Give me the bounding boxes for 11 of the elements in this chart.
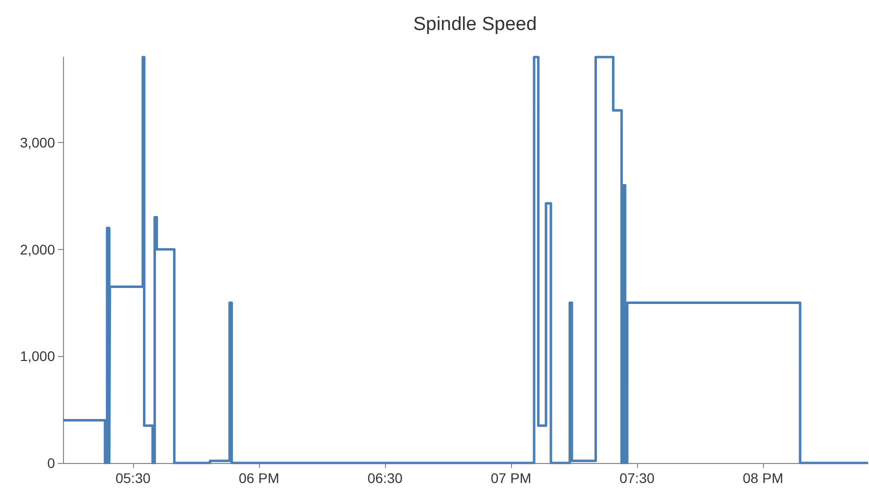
y-tick-label: 3,000: [20, 134, 56, 150]
x-tick-label: 06:30: [367, 470, 403, 486]
y-tick-label: 1,000: [20, 348, 56, 364]
x-tick-label: 05:30: [115, 470, 151, 486]
chart-title: Spindle Speed: [413, 14, 537, 35]
y-tick-label: 2,000: [20, 241, 56, 258]
x-tick-label: 07 PM: [490, 470, 532, 486]
x-tick-label: 08 PM: [742, 470, 784, 486]
x-tick-label: 06 PM: [238, 470, 280, 486]
x-tick-label: 07:30: [619, 470, 655, 486]
y-tick-label: 0: [47, 455, 56, 471]
